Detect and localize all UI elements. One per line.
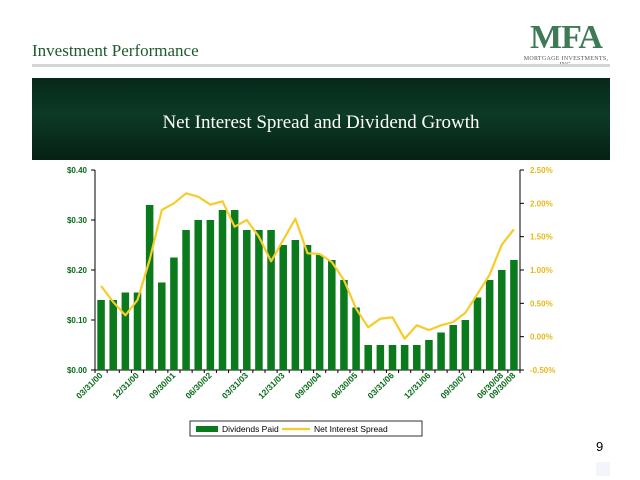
bar-dividends-paid: [121, 292, 130, 370]
bar-dividends-paid: [303, 245, 312, 370]
bar-dividends-paid: [498, 270, 506, 370]
bar-dividends-paid: [206, 220, 215, 370]
bar-dividends-paid: [364, 345, 372, 370]
bar-dividends-paid: [413, 345, 421, 370]
bar-dividends-paid: [449, 325, 457, 370]
y-tick-label-left: $0.40: [67, 166, 88, 175]
bar-dividends-paid: [267, 230, 275, 370]
logo-mark: MFA: [530, 19, 603, 56]
bar-dividends-paid: [97, 300, 105, 370]
bar-dividends-paid: [218, 210, 227, 370]
x-tick-label: 12/31/06: [402, 370, 433, 401]
bar-dividends-paid: [388, 345, 397, 370]
bar-dividends-paid: [340, 280, 348, 370]
y-tick-label-right: 0.50%: [530, 299, 553, 308]
bar-dividends-paid: [328, 260, 336, 370]
x-tick-label: 03/31/03: [220, 370, 251, 401]
legend-swatch-dividends-paid: [196, 426, 218, 432]
x-tick-label: 06/30/02: [183, 370, 214, 401]
y-tick-label-right: 1.50%: [530, 233, 553, 242]
bar-dividends-paid: [437, 332, 445, 370]
bar-dividends-paid: [158, 282, 166, 370]
y-tick-label-left: $0.30: [67, 216, 88, 225]
bar-dividends-paid: [400, 345, 409, 370]
y-tick-label-right: 1.00%: [530, 266, 553, 275]
y-tick-label-left: $0.20: [67, 266, 88, 275]
page-header-title: Investment Performance: [32, 41, 199, 60]
bar-dividends-paid: [182, 230, 190, 370]
y-tick-label-right: -0.50%: [530, 366, 555, 375]
corner-decoration: [596, 462, 610, 476]
x-tick-label: 06/30/05: [329, 370, 360, 401]
legend-label-net-interest-spread: Net Interest Spread: [314, 424, 388, 434]
y-tick-label-left: $0.10: [67, 316, 88, 325]
title-banner: Net Interest Spread and Dividend Growth: [32, 78, 610, 160]
bar-dividends-paid: [425, 340, 433, 370]
bar-dividends-paid: [376, 345, 385, 370]
bar-dividends-paid: [255, 230, 263, 370]
header-divider: [32, 64, 610, 67]
bar-dividends-paid: [485, 280, 494, 370]
x-tick-label: 09/30/07: [438, 370, 469, 401]
legend-label-dividends-paid: Dividends Paid: [222, 424, 279, 434]
bar-dividends-paid: [291, 240, 300, 370]
x-tick-label: 09/30/04: [293, 370, 324, 401]
bar-dividends-paid: [145, 205, 154, 370]
x-tick-label: 12/31/03: [256, 370, 287, 401]
bar-dividends-paid: [230, 210, 239, 370]
y-tick-label-right: 2.00%: [530, 199, 553, 208]
bar-dividends-paid: [243, 230, 251, 370]
bar-dividends-paid: [315, 255, 324, 370]
bar-dividends-paid: [510, 260, 518, 370]
bar-dividends-paid: [461, 320, 470, 370]
x-tick-label: 09/30/01: [147, 370, 178, 401]
y-tick-label-right: 0.00%: [530, 333, 553, 342]
y-tick-label-right: 2.50%: [530, 166, 553, 175]
page-number: 9: [596, 439, 604, 454]
bar-dividends-paid: [133, 292, 142, 370]
bar-dividends-paid: [473, 297, 482, 370]
bar-dividends-paid: [170, 257, 178, 370]
line-net-interest-spread: [100, 192, 515, 340]
bar-dividends-paid: [279, 245, 287, 370]
y-tick-label-left: $0.00: [67, 366, 88, 375]
chart-title: Net Interest Spread and Dividend Growth: [162, 112, 480, 133]
x-tick-label: 12/31/00: [110, 370, 141, 401]
x-tick-label: 03/31/06: [365, 370, 396, 401]
bar-dividends-paid: [109, 300, 117, 370]
bar-dividends-paid: [194, 220, 202, 370]
bar-dividends-paid: [352, 307, 360, 370]
